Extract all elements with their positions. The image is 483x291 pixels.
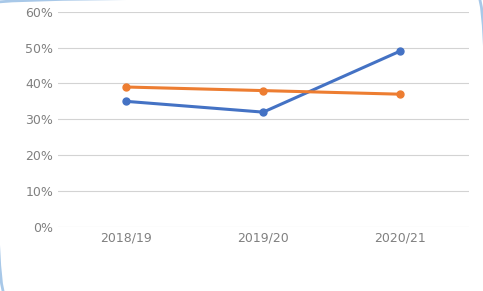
England: [260, 89, 266, 92]
Torbay: [124, 100, 129, 103]
England: [124, 85, 129, 89]
Torbay: [260, 110, 266, 114]
England: [397, 93, 403, 96]
Torbay: [397, 49, 403, 53]
Line: Torbay: Torbay: [123, 48, 404, 116]
Line: England: England: [123, 84, 404, 98]
